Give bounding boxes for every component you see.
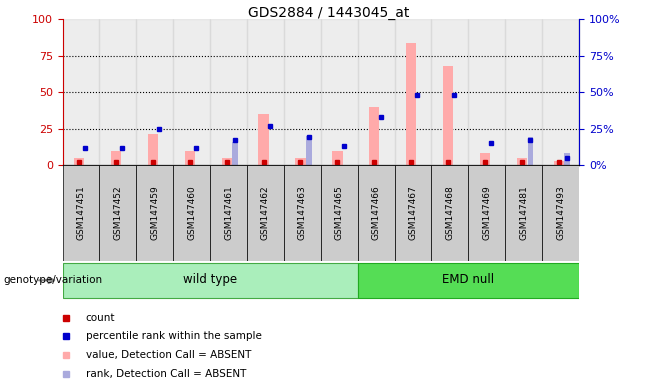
Bar — [406, 43, 417, 165]
Bar — [111, 151, 121, 165]
Bar — [432, 19, 468, 165]
Bar — [232, 142, 238, 165]
Bar — [247, 19, 284, 165]
Bar — [395, 19, 432, 165]
FancyBboxPatch shape — [136, 165, 173, 261]
Bar — [553, 161, 564, 165]
Text: GSM147459: GSM147459 — [150, 186, 159, 240]
FancyBboxPatch shape — [63, 165, 99, 261]
Bar — [468, 19, 505, 165]
Bar — [369, 107, 380, 165]
Bar — [358, 19, 395, 165]
Text: genotype/variation: genotype/variation — [3, 275, 103, 285]
Text: value, Detection Call = ABSENT: value, Detection Call = ABSENT — [86, 350, 251, 360]
FancyBboxPatch shape — [247, 165, 284, 261]
Bar — [480, 154, 490, 165]
Bar — [173, 19, 210, 165]
FancyBboxPatch shape — [321, 165, 358, 261]
Bar — [63, 19, 99, 165]
Bar — [295, 158, 306, 165]
Text: GSM147481: GSM147481 — [519, 186, 528, 240]
Bar — [210, 19, 247, 165]
Text: GSM147461: GSM147461 — [224, 186, 233, 240]
Text: GSM147467: GSM147467 — [409, 186, 418, 240]
Bar — [259, 114, 268, 165]
FancyBboxPatch shape — [505, 165, 542, 261]
Bar — [185, 151, 195, 165]
Bar — [284, 19, 321, 165]
Bar — [528, 137, 533, 165]
Text: GSM147465: GSM147465 — [335, 186, 343, 240]
FancyBboxPatch shape — [173, 165, 210, 261]
FancyBboxPatch shape — [395, 165, 432, 261]
Text: GSM147469: GSM147469 — [482, 186, 492, 240]
Text: GSM147452: GSM147452 — [113, 186, 122, 240]
Text: rank, Detection Call = ABSENT: rank, Detection Call = ABSENT — [86, 369, 246, 379]
FancyBboxPatch shape — [99, 165, 136, 261]
Text: EMD null: EMD null — [442, 273, 494, 286]
FancyBboxPatch shape — [358, 165, 395, 261]
Bar — [505, 19, 542, 165]
FancyBboxPatch shape — [210, 165, 247, 261]
Text: wild type: wild type — [183, 273, 237, 286]
FancyBboxPatch shape — [284, 165, 321, 261]
Bar — [332, 151, 343, 165]
Text: percentile rank within the sample: percentile rank within the sample — [86, 331, 261, 341]
Bar — [222, 158, 232, 165]
FancyBboxPatch shape — [63, 263, 358, 298]
Text: GSM147466: GSM147466 — [372, 186, 380, 240]
Text: GDS2884 / 1443045_at: GDS2884 / 1443045_at — [248, 6, 410, 20]
FancyBboxPatch shape — [468, 165, 505, 261]
Bar — [306, 136, 312, 165]
FancyBboxPatch shape — [358, 263, 579, 298]
Bar — [148, 134, 158, 165]
Bar — [321, 19, 358, 165]
Text: GSM147460: GSM147460 — [187, 186, 196, 240]
Text: GSM147462: GSM147462 — [261, 186, 270, 240]
Bar — [517, 158, 527, 165]
Text: GSM147493: GSM147493 — [556, 186, 565, 240]
Text: GSM147451: GSM147451 — [76, 186, 86, 240]
Bar — [443, 66, 453, 165]
Text: GSM147463: GSM147463 — [298, 186, 307, 240]
Text: GSM147468: GSM147468 — [445, 186, 455, 240]
Bar — [565, 154, 570, 165]
Text: count: count — [86, 313, 115, 323]
Bar — [74, 158, 84, 165]
FancyBboxPatch shape — [432, 165, 468, 261]
FancyBboxPatch shape — [542, 165, 579, 261]
Bar — [99, 19, 136, 165]
Bar — [136, 19, 173, 165]
Bar — [542, 19, 579, 165]
